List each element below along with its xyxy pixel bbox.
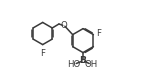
Text: F: F xyxy=(40,49,45,58)
Text: F: F xyxy=(97,29,102,38)
Text: B: B xyxy=(80,56,87,65)
Text: OH: OH xyxy=(84,60,98,69)
Text: O: O xyxy=(60,21,67,30)
Text: HO: HO xyxy=(67,60,81,69)
